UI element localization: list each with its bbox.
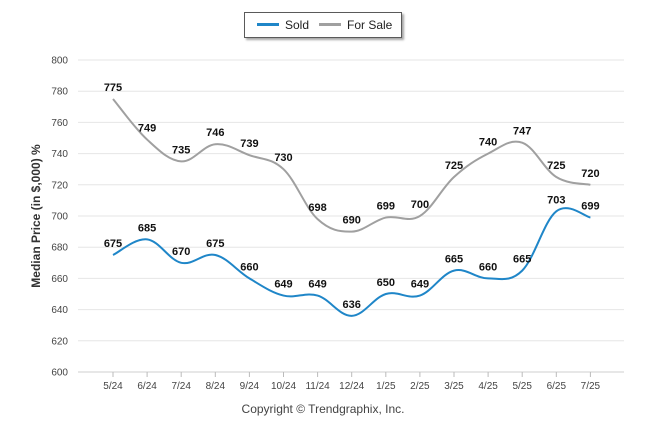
y-tick-label: 680 [51,243,68,254]
data-labels: 675 685 670 675 660 649 649 636 650 649 665 660 665 7… [104,82,600,311]
legend-item-for-sale[interactable]: For Sale [319,13,392,37]
x-tick-label: 5/24 [103,381,123,392]
data-label-for-sale: 720 [581,168,599,180]
data-label-sold: 649 [274,279,292,291]
data-label-sold: 660 [479,261,497,273]
y-axis-label: Median Price (in $,000) % [29,144,43,288]
copyright-text: Copyright © Trendgraphix, Inc. [241,402,405,416]
data-label-for-sale: 749 [138,123,156,135]
data-label-for-sale: 735 [172,144,190,156]
x-tick-label: 1/25 [376,381,396,392]
y-tick-label: 620 [51,336,68,347]
x-tick-label: 7/25 [581,381,601,392]
legend-item-sold[interactable]: Sold [257,13,309,37]
y-tick-label: 640 [51,305,68,316]
y-tick-label: 740 [51,149,68,160]
data-label-sold: 660 [240,261,258,273]
legend-label-for-sale: For Sale [347,18,393,32]
data-label-for-sale: 747 [513,126,531,138]
data-label-sold: 699 [581,201,599,213]
x-tick-label: 10/24 [271,381,296,392]
data-label-for-sale: 730 [274,152,292,164]
y-tick-label: 600 [51,368,68,379]
y-tick-label: 700 [51,212,68,223]
data-label-for-sale: 690 [343,215,361,227]
data-label-sold: 670 [172,246,190,258]
y-tick-label: 800 [51,56,68,67]
data-label-for-sale: 725 [547,160,565,172]
data-label-for-sale: 700 [411,199,429,211]
x-tick-label: 12/24 [339,381,364,392]
x-tick-label: 8/24 [206,381,226,392]
data-label-sold: 685 [138,222,156,234]
y-tick-label: 660 [51,274,68,285]
data-label-for-sale: 725 [445,160,463,172]
data-label-for-sale: 698 [308,202,326,214]
series-line-for-sale [112,98,591,233]
x-tick-label: 9/24 [240,381,260,392]
data-label-for-sale: 740 [479,137,497,149]
series-lines [112,98,591,317]
data-label-sold: 703 [547,194,565,206]
data-label-for-sale: 775 [104,82,122,94]
data-label-sold: 665 [513,254,531,266]
data-label-sold: 649 [411,279,429,291]
y-tick-label: 760 [51,118,68,129]
y-axis-ticks: 600 620 640 660 680 700 720 740 760 780 800 [51,56,68,379]
series-line-sold [112,207,591,317]
x-axis-ticks: 5/24 6/24 7/24 8/24 9/24 10/24 11/24 12/24 1/25 2… [103,372,601,392]
data-label-for-sale: 739 [240,138,258,150]
data-label-sold: 649 [308,279,326,291]
x-tick-label: 6/25 [547,381,567,392]
chart-legend: Sold For Sale [244,12,402,38]
x-tick-label: 2/25 [410,381,430,392]
x-tick-label: 7/24 [171,381,191,392]
data-label-sold: 636 [343,299,361,311]
data-label-for-sale: 699 [377,201,395,213]
data-label-sold: 650 [377,277,395,289]
grid-lines [78,59,624,373]
y-tick-label: 720 [51,180,68,191]
x-tick-label: 5/25 [512,381,532,392]
data-label-for-sale: 746 [206,127,224,139]
data-label-sold: 675 [206,238,224,250]
data-label-sold: 675 [104,238,122,250]
x-tick-label: 11/24 [305,381,330,392]
legend-swatch-for-sale [319,23,341,27]
x-tick-label: 4/25 [478,381,498,392]
data-label-sold: 665 [445,254,463,266]
legend-label-sold: Sold [285,18,310,32]
y-tick-label: 780 [51,87,68,98]
legend-swatch-sold [257,23,279,27]
x-tick-label: 3/25 [444,381,464,392]
x-tick-label: 6/24 [137,381,157,392]
